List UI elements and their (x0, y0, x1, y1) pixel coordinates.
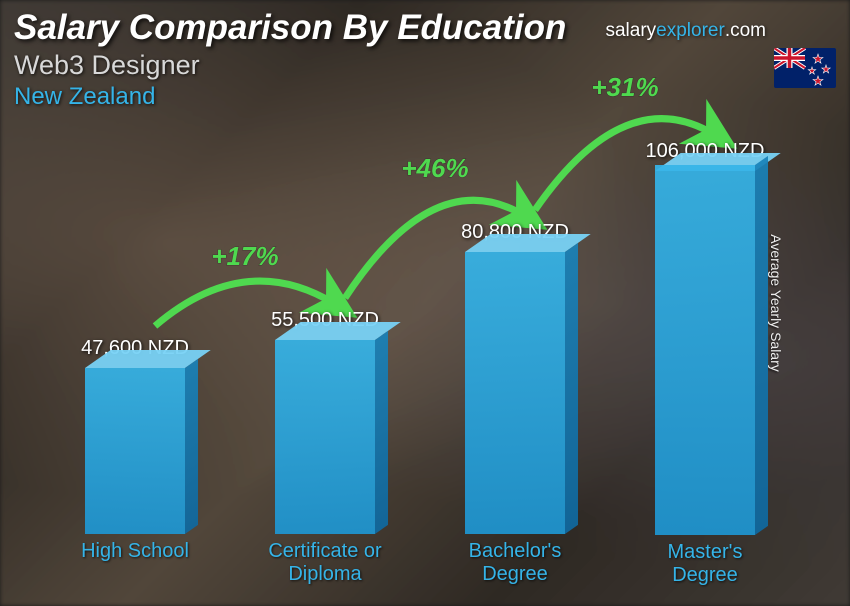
country-flag-icon (774, 48, 836, 88)
brand-bold: explorer (656, 20, 725, 41)
bar-x-label: Bachelor'sDegree (469, 540, 562, 592)
brand-post: .com (725, 20, 766, 41)
brand-watermark: salaryexplorer.com (605, 20, 766, 42)
bar-shape (275, 340, 375, 534)
bar-x-label: Certificate orDiploma (268, 540, 381, 592)
bar-x-label: High School (81, 540, 189, 592)
bar-0: 47,600 NZD High School (40, 140, 230, 592)
bars-container: 47,600 NZD High School 55,500 NZD Certif… (40, 140, 800, 592)
bar-shape (85, 368, 185, 534)
bar-1: 55,500 NZD Certificate orDiploma (230, 140, 420, 592)
bar-x-label: Master'sDegree (668, 541, 743, 592)
content-layer: Salary Comparison By Education Web3 Desi… (0, 0, 850, 606)
bar-2: 80,800 NZD Bachelor'sDegree (420, 140, 610, 592)
chart-country: New Zealand (14, 83, 836, 111)
bar-chart: +17%+46%+31% 47,600 NZD High School 55,5… (40, 140, 800, 592)
bar-3: 106,000 NZD Master'sDegree (610, 140, 800, 592)
bar-shape (655, 171, 755, 535)
chart-subtitle: Web3 Designer (14, 50, 836, 81)
brand-pre: salary (605, 20, 656, 41)
bar-shape (465, 252, 565, 534)
